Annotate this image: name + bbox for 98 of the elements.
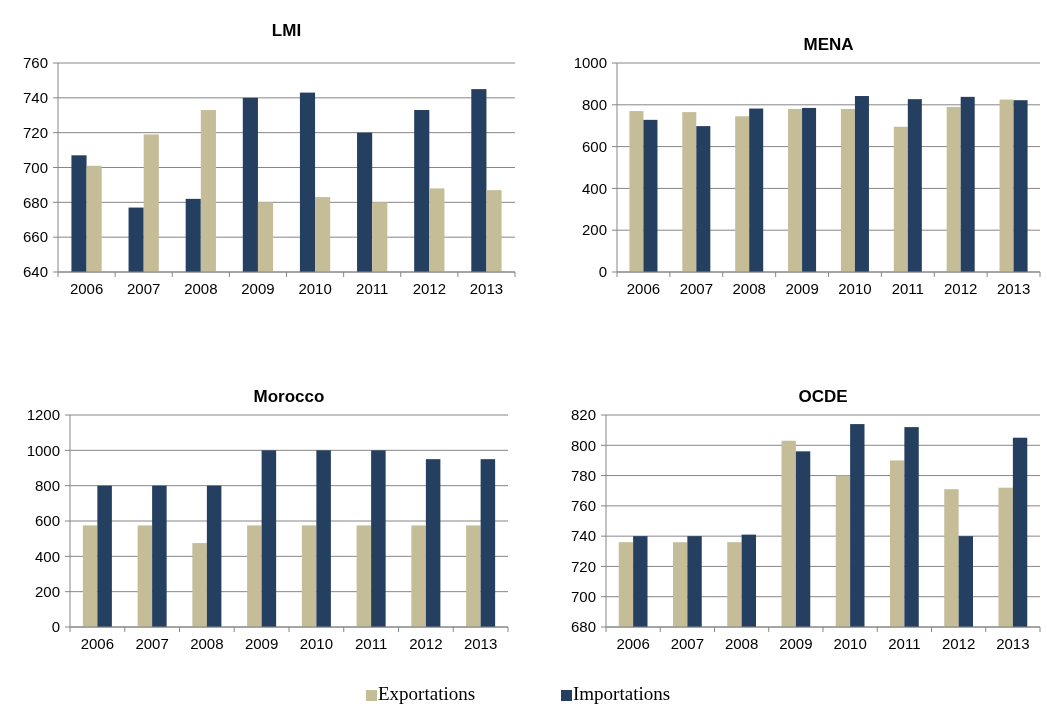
bar bbox=[356, 525, 372, 627]
y-tick-label: 400 bbox=[581, 179, 607, 197]
x-tick-label: 2006 bbox=[616, 635, 650, 652]
x-tick-label: 2009 bbox=[244, 635, 279, 652]
bar bbox=[316, 450, 331, 627]
x-tick-label: 2013 bbox=[996, 280, 1031, 297]
bar bbox=[682, 112, 697, 272]
bar bbox=[907, 99, 922, 272]
bar bbox=[1013, 100, 1028, 272]
y-tick-label: 680 bbox=[570, 618, 596, 636]
bar bbox=[137, 525, 153, 627]
bar bbox=[247, 525, 262, 627]
y-tick-label: 700 bbox=[22, 158, 48, 176]
bar bbox=[261, 450, 277, 627]
bar bbox=[999, 99, 1014, 272]
x-tick-label: 2012 bbox=[412, 280, 446, 297]
y-tick-label: 200 bbox=[581, 221, 607, 239]
x-tick-label: 2011 bbox=[891, 280, 924, 297]
chart-title: OCDE bbox=[798, 387, 848, 406]
bar bbox=[425, 459, 441, 627]
bar bbox=[960, 96, 975, 272]
y-tick-label: 1000 bbox=[26, 441, 60, 459]
bar bbox=[854, 96, 869, 272]
y-tick-label: 720 bbox=[22, 123, 48, 141]
y-tick-label: 720 bbox=[570, 557, 596, 575]
x-tick-label: 2007 bbox=[127, 280, 161, 297]
x-tick-label: 2006 bbox=[626, 280, 661, 297]
bar bbox=[802, 107, 817, 272]
y-tick-label: 800 bbox=[581, 96, 607, 114]
y-tick-label: 640 bbox=[22, 263, 48, 281]
x-tick-label: 2008 bbox=[732, 280, 766, 297]
bar bbox=[643, 119, 658, 272]
y-tick-label: 740 bbox=[22, 89, 48, 107]
y-tick-label: 1200 bbox=[26, 406, 60, 424]
x-tick-label: 2006 bbox=[80, 635, 115, 652]
y-tick-label: 0 bbox=[51, 618, 60, 636]
bar bbox=[735, 116, 750, 272]
bar bbox=[152, 485, 167, 627]
bar bbox=[301, 525, 317, 627]
x-tick-label: 2008 bbox=[184, 280, 218, 297]
chart-title: MENA bbox=[803, 35, 854, 54]
x-tick-label: 2011 bbox=[354, 635, 388, 652]
x-tick-label: 2012 bbox=[944, 280, 978, 297]
bar bbox=[206, 485, 222, 627]
bar bbox=[749, 108, 764, 272]
y-tick-label: 1000 bbox=[573, 54, 607, 72]
x-tick-label: 2010 bbox=[299, 635, 334, 652]
legend-label: Importations bbox=[573, 683, 671, 704]
y-tick-label: 800 bbox=[570, 436, 596, 454]
y-tick-label: 760 bbox=[570, 497, 596, 515]
x-tick-label: 2011 bbox=[356, 280, 389, 297]
y-tick-label: 800 bbox=[34, 476, 60, 494]
y-tick-label: 200 bbox=[34, 582, 60, 600]
y-tick-label: 820 bbox=[570, 406, 596, 424]
bar bbox=[97, 485, 112, 627]
x-tick-label: 2012 bbox=[409, 635, 443, 652]
chart-title: LMI bbox=[271, 21, 302, 40]
bar bbox=[192, 543, 207, 627]
x-tick-label: 2008 bbox=[724, 635, 759, 652]
bar bbox=[371, 450, 386, 627]
y-tick-label: 660 bbox=[22, 228, 48, 246]
y-tick-label: 600 bbox=[34, 512, 60, 530]
x-tick-label: 2009 bbox=[241, 280, 275, 297]
legend-label: Exportations bbox=[378, 683, 476, 704]
x-tick-label: 2007 bbox=[670, 635, 705, 652]
x-tick-label: 2010 bbox=[298, 280, 332, 297]
bar bbox=[946, 106, 961, 272]
y-tick-label: 0 bbox=[598, 263, 607, 281]
y-tick-label: 700 bbox=[570, 587, 596, 605]
bar bbox=[893, 126, 908, 272]
y-tick-label: 740 bbox=[570, 527, 596, 545]
x-tick-label: 2010 bbox=[838, 280, 872, 297]
x-tick-label: 2007 bbox=[679, 280, 713, 297]
x-tick-label: 2013 bbox=[463, 635, 498, 652]
x-tick-label: 2006 bbox=[69, 280, 104, 297]
x-tick-label: 2007 bbox=[135, 635, 169, 652]
x-tick-label: 2009 bbox=[779, 635, 813, 652]
x-tick-label: 2011 bbox=[888, 635, 921, 652]
x-tick-label: 2012 bbox=[941, 635, 976, 652]
x-tick-label: 2008 bbox=[190, 635, 224, 652]
bar bbox=[696, 126, 711, 272]
y-tick-label: 760 bbox=[22, 54, 48, 72]
y-tick-label: 780 bbox=[570, 466, 596, 484]
chart-title: Morocco bbox=[253, 387, 325, 406]
y-tick-label: 400 bbox=[34, 547, 60, 565]
bar bbox=[82, 525, 98, 627]
x-tick-label: 2013 bbox=[996, 635, 1030, 652]
x-tick-label: 2009 bbox=[785, 280, 819, 297]
bar bbox=[788, 108, 803, 272]
bar bbox=[466, 525, 481, 627]
bar bbox=[629, 111, 644, 272]
bar bbox=[840, 108, 855, 272]
y-tick-label: 680 bbox=[22, 193, 48, 211]
bar bbox=[480, 459, 496, 627]
y-tick-label: 600 bbox=[581, 137, 607, 155]
bar bbox=[411, 525, 426, 627]
x-tick-label: 2010 bbox=[833, 635, 867, 652]
x-tick-label: 2013 bbox=[469, 280, 504, 297]
